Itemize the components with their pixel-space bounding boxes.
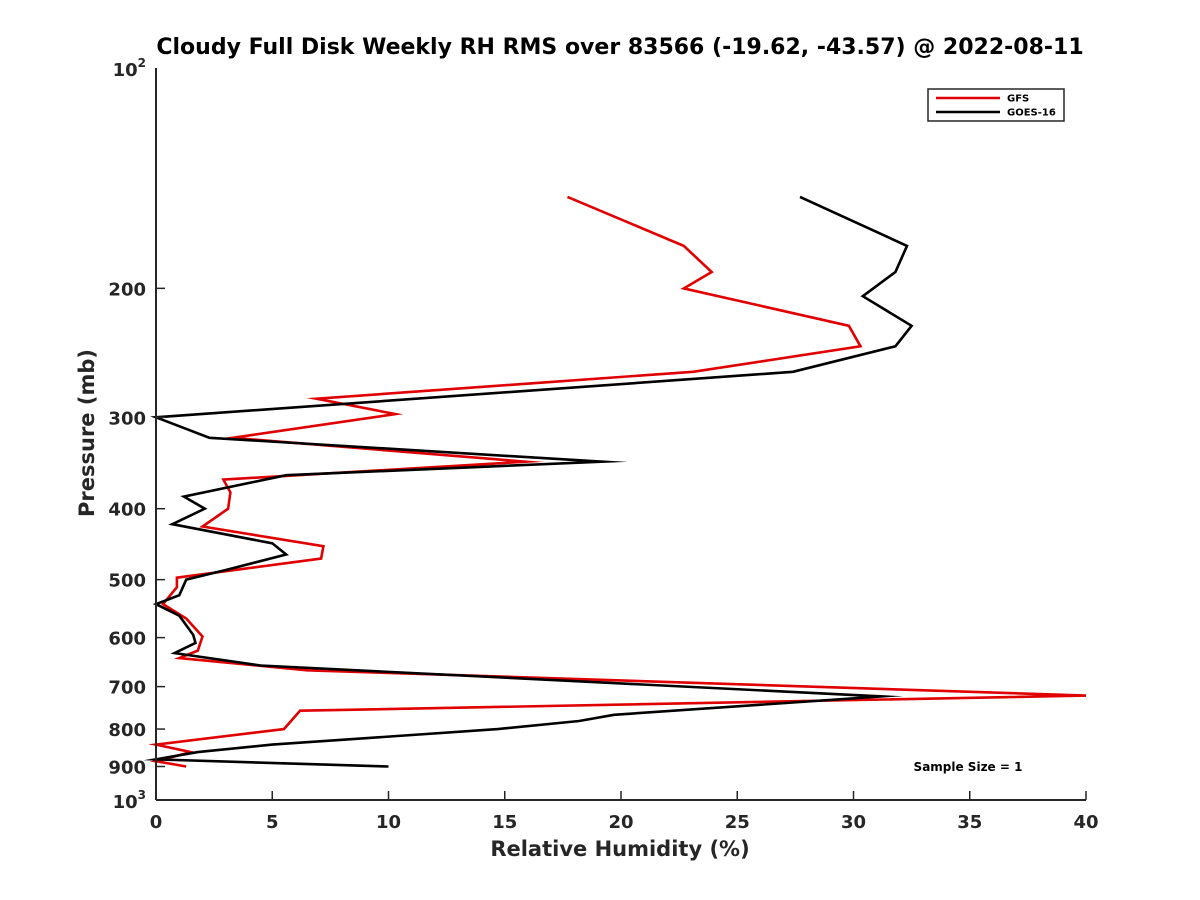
x-tick-label: 15 [492, 812, 517, 833]
plot-area [156, 68, 1086, 800]
series-layer [143, 195, 1087, 768]
y-axis-label: Pressure (mb) [75, 349, 99, 517]
y-tick-label: 400 [108, 500, 146, 521]
y-axis-ticks: 200 300 400 500 600 700 800 900 102 103 [108, 56, 165, 813]
legend-label: GFS [1007, 94, 1029, 105]
chart-title: Cloudy Full Disk Weekly RH RMS over 8356… [156, 35, 1083, 60]
y-tick-label: 900 [108, 758, 146, 779]
series-line-gfs [148, 195, 1087, 768]
y-tick-label: 700 [108, 678, 146, 699]
y-tick-label: 200 [108, 279, 146, 300]
legend-label: GOES-16 [1007, 108, 1056, 119]
x-tick-label: 20 [608, 812, 633, 833]
y-tick-label: 300 [108, 408, 146, 429]
x-tick-label: 40 [1073, 812, 1098, 833]
y-tick-label: 800 [108, 720, 146, 741]
x-axis-label: Relative Humidity (%) [490, 837, 749, 861]
sample-size-annotation: Sample Size = 1 [914, 760, 1023, 774]
legend-box [927, 88, 1065, 122]
y-limit-label: 103 [113, 788, 146, 813]
x-axis-ticks: 0 5 10 15 20 25 30 35 40 [150, 791, 1099, 833]
x-tick-label: 0 [150, 812, 163, 833]
x-tick-label: 30 [841, 812, 866, 833]
x-tick-label: 10 [376, 812, 401, 833]
legend: GFS GOES-16 [927, 88, 1065, 122]
y-tick-label: 500 [108, 571, 146, 592]
series-line-goes-16 [143, 195, 914, 768]
y-tick-label: 600 [108, 629, 146, 650]
x-tick-label: 5 [266, 812, 279, 833]
x-tick-label: 35 [957, 812, 982, 833]
y-limit-label: 102 [113, 56, 146, 81]
x-tick-label: 25 [725, 812, 750, 833]
